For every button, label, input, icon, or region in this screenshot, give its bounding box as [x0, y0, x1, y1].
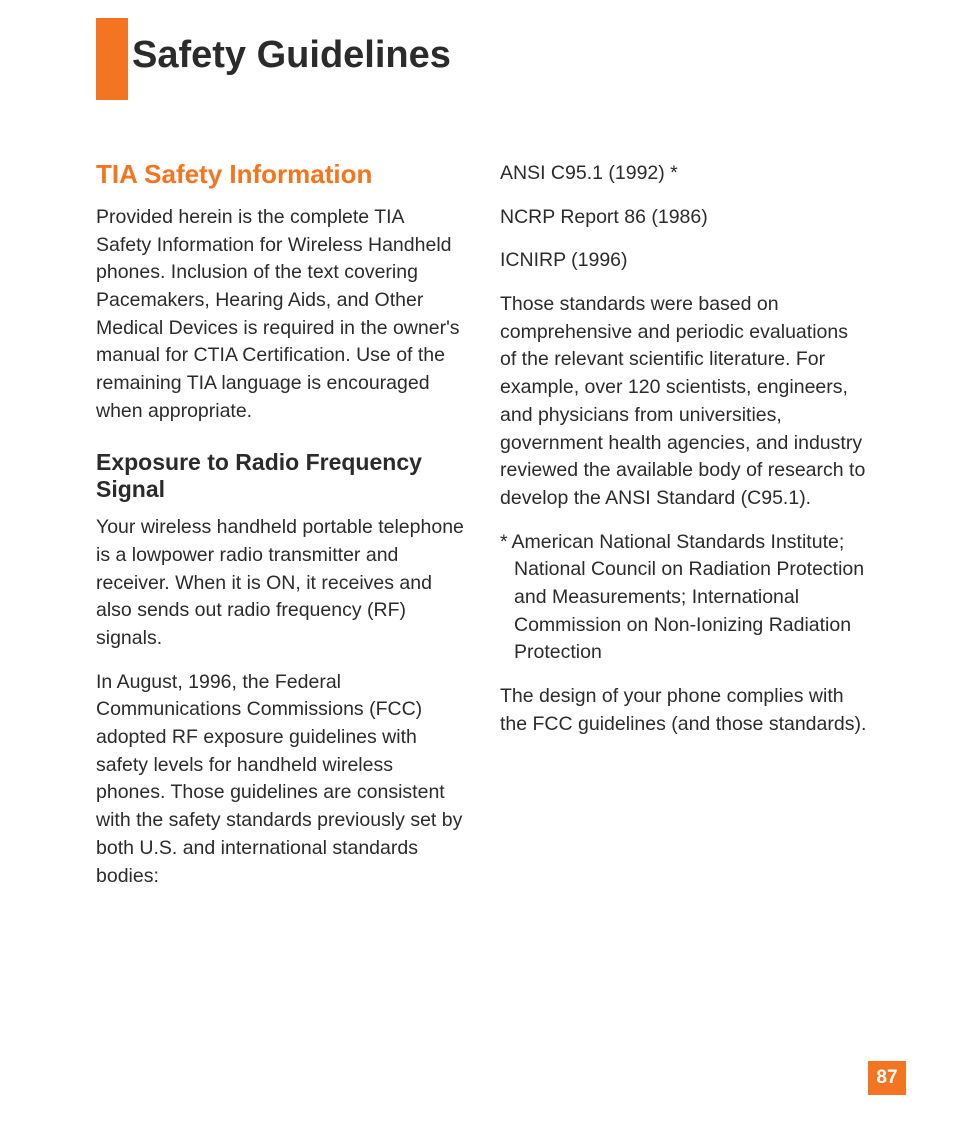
page-number-value: 87 [876, 1067, 897, 1089]
content-columns: TIA Safety Information Provided herein i… [96, 160, 868, 906]
standards-paragraph: Those standards were based on comprehens… [500, 291, 868, 513]
page-title: Safety Guidelines [132, 34, 451, 77]
standard-icnirp: ICNIRP (1996) [500, 247, 868, 275]
intro-paragraph: Provided herein is the complete TIA Safe… [96, 204, 464, 426]
document-page: Safety Guidelines TIA Safety Information… [0, 0, 954, 1145]
standard-ncrp: NCRP Report 86 (1986) [500, 204, 868, 232]
footnote-paragraph: * American National Standards Institute;… [500, 529, 868, 667]
standard-ansi: ANSI C95.1 (1992) * [500, 160, 868, 188]
page-number: 87 [868, 1061, 906, 1095]
exposure-paragraph-1: Your wireless handheld portable telephon… [96, 514, 464, 652]
subheading-exposure: Exposure to Radio Frequency Signal [96, 449, 464, 502]
compliance-paragraph: The design of your phone complies with t… [500, 683, 868, 738]
header-accent-block [96, 18, 128, 100]
exposure-paragraph-2: In August, 1996, the Federal Communicati… [96, 669, 464, 891]
right-column: ANSI C95.1 (1992) * NCRP Report 86 (1986… [500, 160, 868, 906]
section-title-tia: TIA Safety Information [96, 160, 464, 190]
left-column: TIA Safety Information Provided herein i… [96, 160, 464, 906]
